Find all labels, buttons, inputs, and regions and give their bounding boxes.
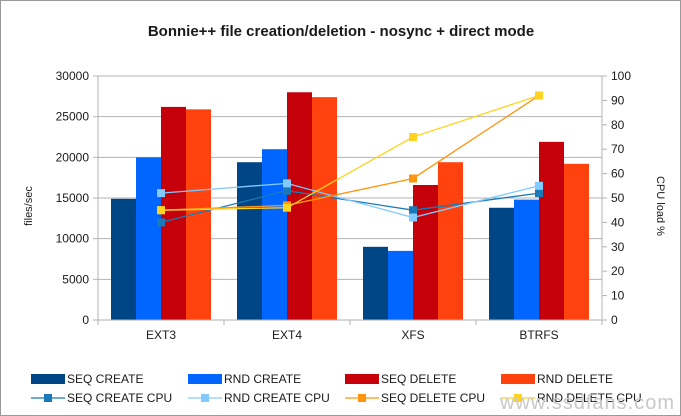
y2-tick-label: 50 bbox=[611, 191, 625, 205]
legend-label: SEQ CREATE bbox=[67, 372, 143, 386]
cpu-point bbox=[409, 174, 417, 183]
y2-tick-label: 70 bbox=[611, 142, 625, 156]
y2-tick-label: 60 bbox=[611, 167, 625, 181]
y2-tick-label: 40 bbox=[611, 215, 625, 229]
y2-tick-label: 100 bbox=[611, 69, 631, 83]
legend-swatch bbox=[31, 374, 65, 384]
plot-axes bbox=[97, 75, 603, 321]
y-tick-label: 30000 bbox=[56, 69, 90, 83]
legend-label: RND CREATE bbox=[224, 372, 301, 386]
legend-marker bbox=[201, 394, 209, 402]
legend-label: RND CREATE CPU bbox=[224, 391, 330, 405]
bar bbox=[413, 184, 438, 320]
y-tick-label: 5000 bbox=[62, 272, 89, 286]
cpu-point bbox=[157, 206, 165, 215]
y2-tick-label: 90 bbox=[611, 93, 625, 107]
y2-tick-label: 10 bbox=[611, 289, 625, 303]
bar bbox=[312, 97, 337, 320]
bar bbox=[564, 163, 589, 320]
bar bbox=[514, 199, 539, 320]
cpu-point bbox=[535, 91, 543, 100]
legend-marker bbox=[358, 394, 366, 402]
cpu-point bbox=[409, 213, 417, 222]
bar bbox=[161, 106, 186, 320]
y2-tick-label: 20 bbox=[611, 264, 625, 278]
cpu-line-series bbox=[157, 91, 543, 227]
cpu-point bbox=[409, 206, 417, 215]
legend: SEQ CREATE RND CREATE SEQ DELETE RND DELETE… bbox=[31, 372, 642, 405]
legend-swatch bbox=[345, 374, 379, 384]
legend-marker bbox=[44, 394, 52, 402]
y2-tick-label: 80 bbox=[611, 118, 625, 132]
cpu-line bbox=[160, 182, 540, 219]
bar bbox=[363, 246, 388, 320]
cpu-line bbox=[160, 190, 540, 224]
legend-label: RND DELETE CPU bbox=[537, 391, 642, 405]
legend-label: SEQ DELETE CPU bbox=[381, 391, 485, 405]
plot-frame bbox=[97, 75, 603, 321]
cpu-point bbox=[283, 186, 291, 195]
cpu-point bbox=[409, 133, 417, 141]
cpu-point bbox=[535, 181, 543, 190]
x-axis-categories: EXT3 EXT4 XFS BTRFS bbox=[97, 320, 603, 342]
bar bbox=[262, 149, 287, 320]
chart-title: Bonnie++ file creation/deletion - nosync… bbox=[148, 23, 534, 40]
x-tick-label: EXT3 bbox=[146, 328, 176, 342]
bar-series bbox=[111, 92, 589, 321]
legend-label: SEQ DELETE bbox=[381, 372, 456, 386]
y-tick-label: 20000 bbox=[56, 150, 90, 164]
y-axis-ticks: 0 5000 10000 15000 20000 25000 30000 bbox=[56, 69, 98, 327]
legend-swatch bbox=[501, 374, 535, 384]
y-tick-label: 10000 bbox=[56, 232, 90, 246]
watermark: www.ssdfans.com bbox=[499, 392, 675, 414]
legend-label: SEQ CREATE CPU bbox=[67, 391, 172, 405]
cpu-point bbox=[157, 218, 165, 227]
y2-tick-label: 0 bbox=[611, 313, 618, 327]
y2-axis-ticks: 0 10 20 30 40 50 60 70 80 90 100 bbox=[602, 69, 631, 327]
bar bbox=[489, 207, 514, 320]
y-tick-label: 0 bbox=[82, 313, 89, 327]
x-tick-label: XFS bbox=[401, 328, 424, 342]
cpu-line bbox=[160, 94, 540, 211]
bar bbox=[388, 250, 413, 320]
cpu-point bbox=[535, 189, 543, 198]
y2-axis-label: CPU load % bbox=[654, 176, 666, 236]
legend-swatch bbox=[188, 374, 222, 384]
legend-marker bbox=[514, 394, 522, 402]
y-tick-label: 15000 bbox=[56, 191, 90, 205]
y-tick-label: 25000 bbox=[56, 110, 90, 124]
bar bbox=[136, 157, 161, 320]
cpu-point bbox=[283, 203, 291, 212]
bar bbox=[237, 162, 262, 320]
cpu-line bbox=[160, 94, 540, 211]
bar bbox=[111, 198, 136, 320]
cpu-point bbox=[283, 179, 291, 188]
cpu-point bbox=[157, 189, 165, 198]
x-tick-label: EXT4 bbox=[272, 328, 302, 342]
bar bbox=[438, 162, 463, 320]
y2-tick-label: 30 bbox=[611, 240, 625, 254]
x-tick-label: BTRFS bbox=[519, 328, 558, 342]
bar bbox=[539, 141, 564, 320]
legend-label: RND DELETE bbox=[537, 372, 613, 386]
y-axis-label: files/sec bbox=[23, 186, 35, 226]
